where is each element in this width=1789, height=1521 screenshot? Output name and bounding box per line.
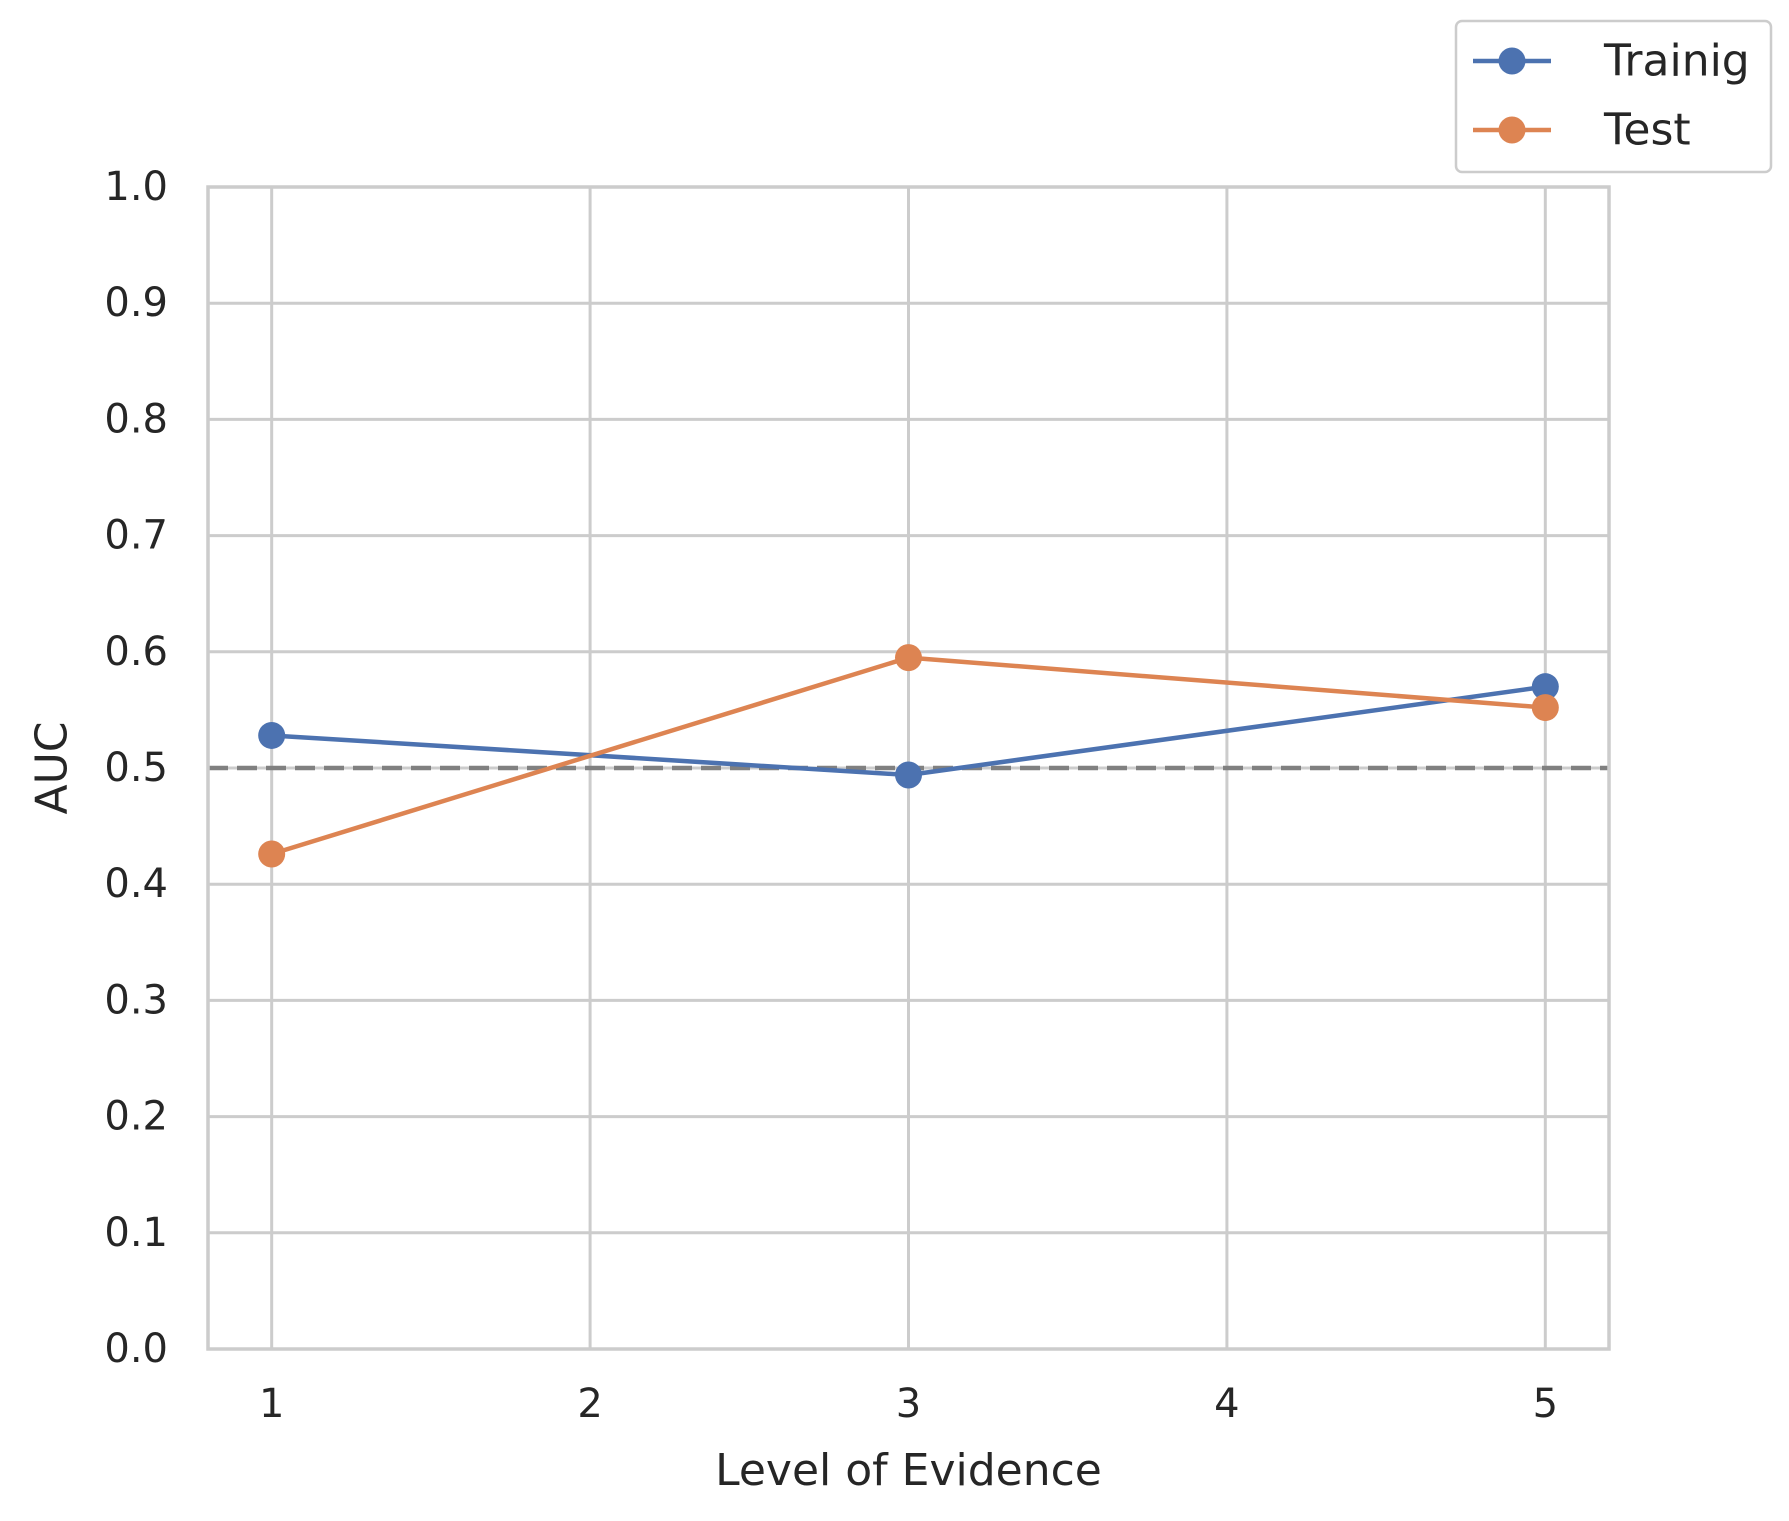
x-tick-label: 1	[259, 1381, 284, 1427]
y-tick-label: 0.2	[104, 1094, 168, 1140]
legend-item: Test	[1473, 105, 1691, 156]
y-tick-label: 0.1	[104, 1210, 168, 1256]
x-tick-label: 5	[1533, 1381, 1558, 1427]
y-tick-label: 0.6	[104, 629, 168, 675]
legend-marker	[1498, 47, 1526, 75]
x-axis-title: Level of Evidence	[715, 1445, 1102, 1496]
legend-items: Trainig Test	[1473, 36, 1750, 156]
y-axis-title: AUC	[27, 721, 78, 814]
x-tick-label: 3	[896, 1381, 921, 1427]
data-point	[1531, 694, 1559, 722]
y-tick-labels: 0.0 0.1 0.2 0.3 0.4 0.5 0.6 0.7 0.8 0.9 1.0	[104, 164, 168, 1372]
x-tick-label: 2	[577, 1381, 602, 1427]
y-tick-label: 0.3	[104, 977, 168, 1023]
y-tick-label: 0.0	[104, 1326, 168, 1372]
y-tick-label: 1.0	[104, 164, 168, 210]
data-point	[895, 761, 922, 789]
y-tick-label: 0.5	[104, 745, 168, 791]
y-tick-label: 0.9	[104, 280, 168, 326]
series-trainig	[258, 673, 1559, 789]
y-tick-label: 0.7	[104, 513, 168, 559]
legend: Trainig Test	[1454, 19, 1773, 174]
x-tick-labels: 1 2 3 4 5	[259, 1381, 1558, 1427]
x-tick-label: 4	[1214, 1381, 1239, 1427]
data-point	[1531, 673, 1559, 701]
y-tick-label: 0.4	[104, 861, 168, 907]
y-tick-label: 0.8	[104, 396, 168, 442]
plot-frame	[206, 185, 1611, 1351]
legend-label: Trainig	[1603, 36, 1750, 87]
series-layer	[258, 644, 1559, 868]
data-point	[258, 840, 286, 868]
legend-item: Trainig	[1473, 36, 1750, 87]
series-test	[258, 644, 1559, 868]
data-point	[258, 721, 286, 749]
data-point	[895, 644, 922, 672]
legend-label: Test	[1603, 105, 1691, 156]
legend-marker	[1498, 116, 1526, 144]
